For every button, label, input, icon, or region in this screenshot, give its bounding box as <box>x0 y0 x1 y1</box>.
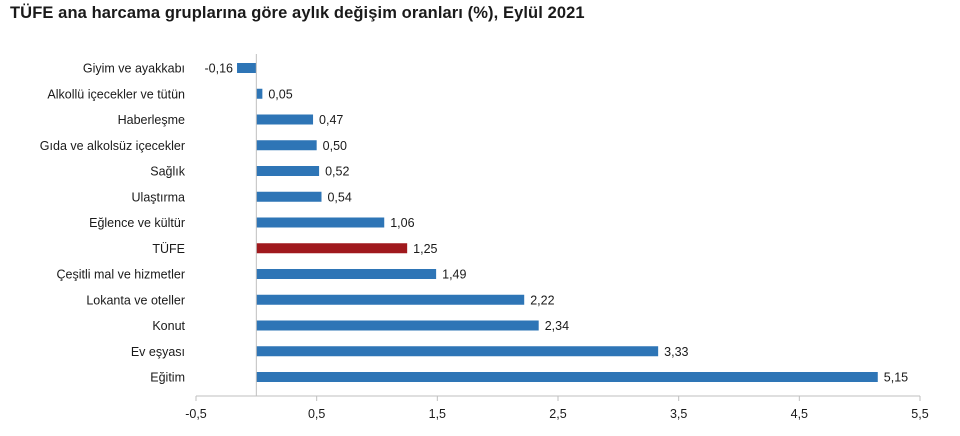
category-label-alkollu-icecekler-ve-tutun: Alkollü içecekler ve tütün <box>47 87 185 101</box>
data-label-gida-ve-alkolsuz-icecekler: 0,50 <box>323 139 347 153</box>
chart-title: TÜFE ana harcama gruplarına göre aylık d… <box>10 4 585 22</box>
x-tick-label: 4,5 <box>791 407 808 421</box>
category-label-konut: Konut <box>152 319 185 333</box>
category-label-cesitli-mal-ve-hizmetler: Çeşitli mal ve hizmetler <box>56 268 185 282</box>
category-label-eglence-ve-kultur: Eğlence ve kültür <box>89 216 185 230</box>
data-label-haberlesme: 0,47 <box>319 113 343 127</box>
data-label-saglik: 0,52 <box>325 165 349 179</box>
data-label-eglence-ve-kultur: 1,06 <box>390 216 414 230</box>
x-tick-label: 0,5 <box>308 407 325 421</box>
x-tick-label: 1,5 <box>429 407 446 421</box>
data-label-konut: 2,34 <box>545 319 569 333</box>
category-label-saglik: Sağlık <box>150 165 185 179</box>
axis-layer <box>195 54 921 401</box>
bar-cesitli-mal-ve-hizmetler <box>256 269 437 279</box>
category-label-ev-esyasi: Ev eşyası <box>131 345 185 359</box>
category-label-haberlesme: Haberleşme <box>118 113 185 127</box>
data-label-lokanta-ve-oteller: 2,22 <box>530 293 554 307</box>
category-label-lokanta-ve-oteller: Lokanta ve oteller <box>86 293 185 307</box>
category-label-egitim: Eğitim <box>150 371 185 385</box>
bar-alkollu-icecekler-ve-tutun <box>256 88 263 99</box>
bar-giyim-ve-ayakkabi <box>237 63 257 73</box>
bar-lokanta-ve-oteller <box>256 294 525 305</box>
category-label-gida-ve-alkolsuz-icecekler: Gıda ve alkolsüz içecekler <box>40 139 185 153</box>
data-label-tufe: 1,25 <box>413 242 437 256</box>
x-tick-label: 3,5 <box>670 407 687 421</box>
bar-tufe <box>256 243 408 254</box>
data-label-ulastirma: 0,54 <box>327 190 351 204</box>
bar-gida-ve-alkolsuz-icecekler <box>256 140 317 151</box>
bars-layer <box>237 63 878 382</box>
x-tick-label: -0,5 <box>185 407 207 421</box>
data-label-cesitli-mal-ve-hizmetler: 1,49 <box>442 268 466 282</box>
bar-ulastirma <box>256 191 322 202</box>
data-label-egitim: 5,15 <box>884 371 908 385</box>
category-label-tufe: TÜFE <box>152 242 185 256</box>
data-label-alkollu-icecekler-ve-tutun: 0,05 <box>268 87 292 101</box>
x-tick-label: 5,5 <box>911 407 928 421</box>
category-label-ulastirma: Ulaştırma <box>132 190 186 204</box>
category-label-giyim-ve-ayakkabi: Giyim ve ayakkabı <box>83 62 185 76</box>
bar-saglik <box>256 166 320 176</box>
data-label-giyim-ve-ayakkabi: -0,16 <box>205 62 234 76</box>
labels-layer: Giyim ve ayakkabı -0,16 Alkollü içecekler … <box>40 62 929 422</box>
bar-egitim <box>256 372 878 382</box>
data-label-ev-esyasi: 3,33 <box>664 345 688 359</box>
x-tick-label: 2,5 <box>549 407 566 421</box>
bar-haberlesme <box>256 114 314 125</box>
bar-konut <box>256 320 539 331</box>
bar-ev-esyasi <box>256 346 659 357</box>
bar-eglence-ve-kultur <box>256 217 385 228</box>
